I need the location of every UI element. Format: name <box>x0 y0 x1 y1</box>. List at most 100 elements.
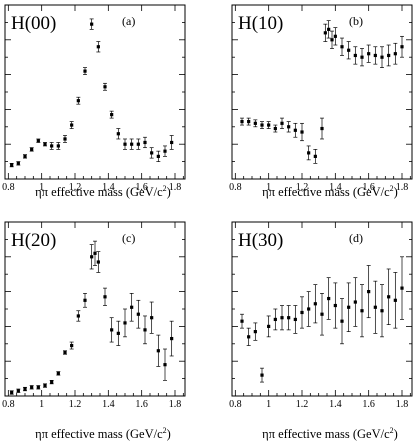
data-point <box>273 124 278 133</box>
marker <box>76 314 80 318</box>
marker <box>123 142 127 146</box>
data-point <box>293 122 298 138</box>
x-tick-label: 1.6 <box>135 182 148 193</box>
panel-tag: (c) <box>122 231 135 245</box>
data-point <box>76 310 81 322</box>
marker <box>387 53 391 58</box>
data-point <box>360 48 364 67</box>
marker <box>30 385 34 389</box>
x-axis-label-end: ) <box>167 185 171 199</box>
marker <box>150 151 154 155</box>
marker <box>116 331 120 335</box>
marker <box>267 324 271 328</box>
marker <box>10 163 14 167</box>
x-axis-label-sup: 2 <box>163 426 167 435</box>
data-point <box>29 385 34 390</box>
x-tick-label: 1.6 <box>362 182 375 193</box>
marker <box>353 300 357 304</box>
data-point <box>266 315 271 338</box>
marker <box>273 317 277 322</box>
marker <box>123 321 127 325</box>
data-point <box>89 18 94 30</box>
data-point <box>129 292 134 322</box>
marker <box>247 335 251 339</box>
marker <box>93 251 97 255</box>
data-point <box>266 121 271 129</box>
data-point <box>63 135 67 143</box>
data-point <box>333 27 338 46</box>
marker <box>70 123 74 127</box>
marker <box>170 336 174 341</box>
data-point <box>306 291 311 327</box>
marker <box>43 142 47 146</box>
x-tick-label: 0.8 <box>2 399 15 410</box>
data-point <box>123 138 127 150</box>
panel-2: 0.8 1 1.2 1.4 1.6 1.8 H(10) (b) ηπ effective mas… <box>229 4 413 199</box>
data-point <box>313 149 318 164</box>
marker <box>353 53 357 58</box>
panel-title: H(00) <box>11 13 56 34</box>
marker <box>347 48 351 52</box>
x-axis-label-sup: 2 <box>390 426 394 435</box>
data-point <box>373 280 378 334</box>
marker <box>300 130 304 134</box>
data-point <box>69 121 74 129</box>
data-point <box>353 277 358 327</box>
marker <box>116 132 120 136</box>
data-point <box>169 320 174 357</box>
data-point <box>89 244 94 270</box>
x-axis-label: ηπ effective mass (GeV/c2) <box>262 184 398 199</box>
x-axis-label-sup: 2 <box>390 184 394 193</box>
data-point <box>109 110 114 119</box>
marker <box>170 140 174 145</box>
x-axis-label-end: ) <box>394 185 398 199</box>
marker <box>103 85 107 89</box>
marker <box>30 147 34 152</box>
x-tick-label: 1.8 <box>169 182 182 193</box>
data-point <box>136 138 141 150</box>
data-point <box>300 296 304 329</box>
data-point <box>23 386 27 392</box>
data-point <box>49 379 54 385</box>
data-point <box>36 138 41 143</box>
data-point <box>76 96 81 105</box>
data-point <box>143 315 147 345</box>
data-point <box>323 23 328 42</box>
marker <box>130 142 134 146</box>
marker <box>307 307 311 311</box>
marker <box>287 125 291 129</box>
data-point <box>330 30 334 49</box>
panel-3: 0.8 1 1.2 1.4 1.6 1.8 H(20) (c) ηπ effective mas… <box>2 221 186 441</box>
marker <box>50 380 54 384</box>
x-tick-label: 1 <box>266 399 271 410</box>
marker <box>96 260 100 264</box>
marker <box>156 154 160 158</box>
data-point <box>129 138 134 150</box>
panel-tag: (a) <box>122 14 135 28</box>
data-point <box>149 147 154 159</box>
marker <box>156 349 160 353</box>
marker <box>367 52 371 56</box>
marker <box>130 305 134 309</box>
data-point <box>56 371 61 376</box>
marker <box>300 310 304 315</box>
x-tick-label: 1.2 <box>69 182 82 193</box>
x-axis-label: ηπ effective mass (GeV/c2) <box>262 426 398 441</box>
data-point <box>56 142 61 150</box>
marker <box>260 373 264 377</box>
data-point <box>143 136 147 149</box>
x-tick-label: 1.6 <box>135 399 148 410</box>
marker <box>307 151 311 155</box>
marker <box>340 319 344 323</box>
marker <box>16 389 20 393</box>
data-point <box>23 154 27 159</box>
data-point <box>393 42 398 65</box>
data-point <box>43 383 47 388</box>
marker <box>327 296 331 301</box>
marker <box>63 137 67 141</box>
data-point <box>293 305 298 334</box>
data-point <box>286 121 291 133</box>
marker <box>83 69 87 73</box>
data-point <box>273 308 278 331</box>
